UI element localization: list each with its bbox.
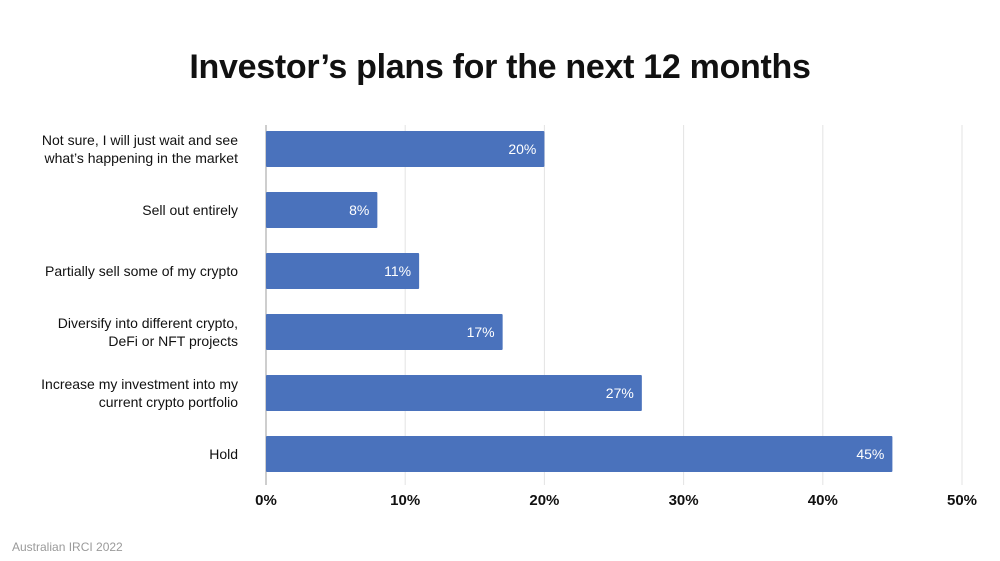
x-tick-label: 0% <box>255 492 277 509</box>
x-tick-label: 20% <box>529 492 559 509</box>
x-tick-label: 10% <box>390 492 420 509</box>
data-label: 8% <box>349 202 369 218</box>
chart-title: Investor’s plans for the next 12 months <box>189 48 811 86</box>
data-label: 45% <box>856 446 884 462</box>
bar <box>266 436 893 472</box>
bar <box>266 253 420 289</box>
category-label: Partially sell some of my crypto <box>45 263 238 279</box>
category-label: Increase my investment into my current cr… <box>41 376 238 410</box>
bar <box>266 314 503 350</box>
source-note: Australian IRCI 2022 <box>12 540 123 554</box>
data-label: 17% <box>467 324 495 340</box>
x-tick-label: 50% <box>947 492 977 509</box>
category-label: Hold <box>209 446 238 462</box>
x-tick-label: 30% <box>669 492 699 509</box>
x-tick-label: 40% <box>808 492 838 509</box>
bar <box>266 375 642 411</box>
data-label: 27% <box>606 385 634 401</box>
category-label: Sell out entirely <box>142 202 238 218</box>
bar <box>266 192 378 228</box>
category-label: Diversify into different crypto, DeFi or … <box>58 315 238 349</box>
category-label: Not sure, I will just wait and see what’s… <box>42 132 238 166</box>
bar <box>266 131 545 167</box>
data-label: 20% <box>508 141 536 157</box>
data-label: 11% <box>384 263 411 279</box>
